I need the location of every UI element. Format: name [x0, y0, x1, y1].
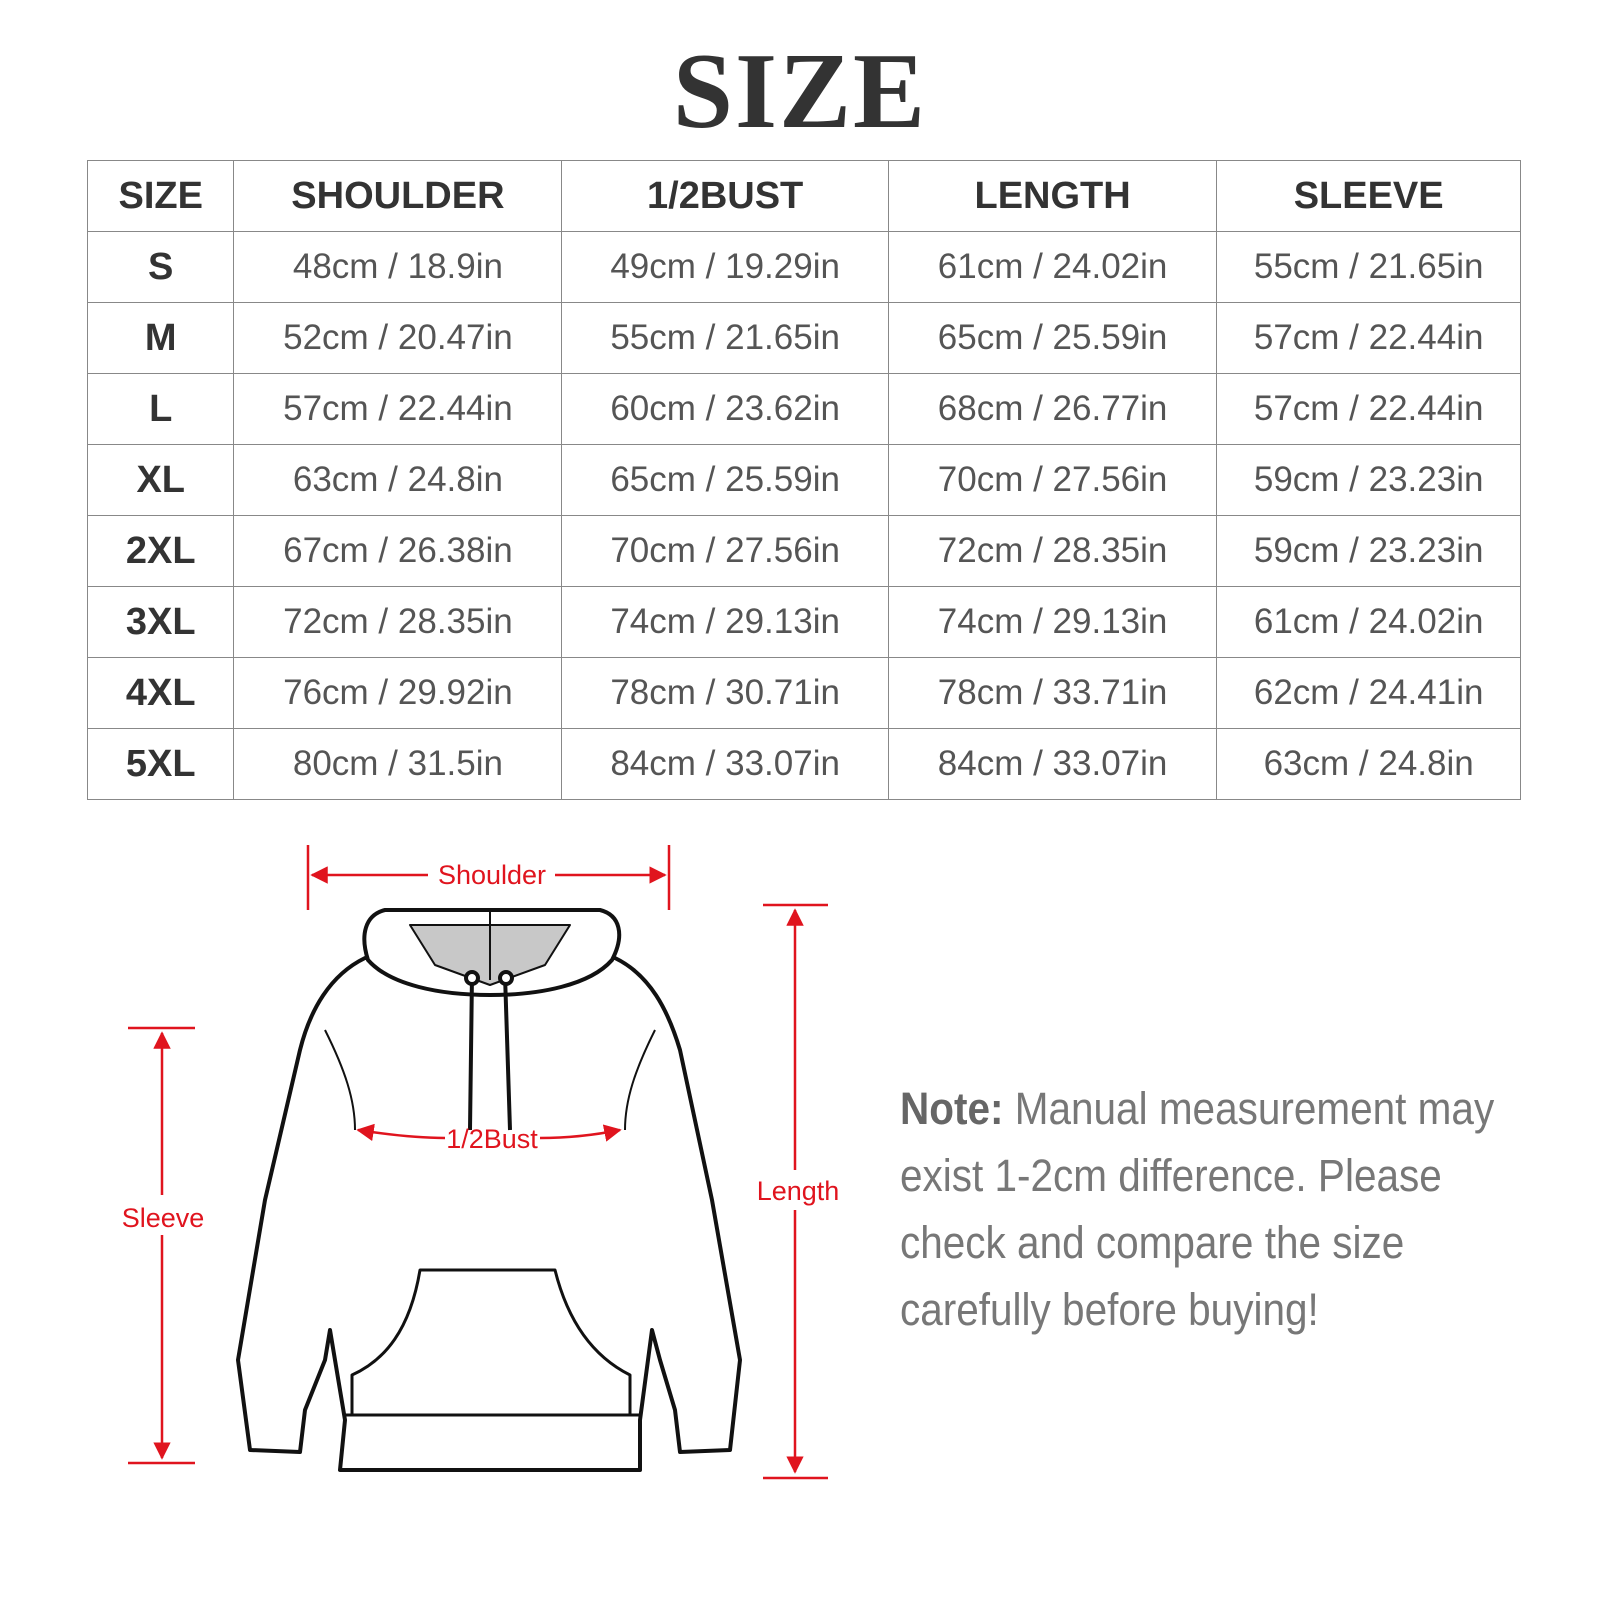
measurement-cell: 80cm / 31.5in [233, 728, 563, 800]
note-label: Note: [900, 1083, 1004, 1134]
measurement-note: Note: Manual measurement may exist 1-2cm… [900, 1075, 1521, 1343]
shoulder-label: Shoulder [438, 860, 546, 890]
measurement-cell: 61cm / 24.02in [1216, 586, 1521, 658]
measurement-cell: 76cm / 29.92in [233, 657, 563, 729]
measurement-cell: 84cm / 33.07in [887, 728, 1218, 800]
table-row: 4XL 76cm / 29.92in 78cm / 30.71in 78cm / 33… [86, 657, 1521, 729]
measurement-cell: 55cm / 21.65in [1216, 231, 1521, 303]
length-label: Length [757, 1176, 840, 1206]
size-cell: 2XL [86, 515, 235, 587]
measurement-cell: 49cm / 19.29in [561, 231, 889, 303]
measurement-cell: 48cm / 18.9in [233, 231, 563, 303]
measurement-cell: 59cm / 23.23in [1216, 515, 1521, 587]
measurement-cell: 74cm / 29.13in [561, 586, 889, 658]
table-row: L 57cm / 22.44in 60cm / 23.62in 68cm / 26.7… [86, 373, 1521, 445]
measurement-cell: 63cm / 24.8in [1216, 728, 1521, 800]
column-header: SIZE [86, 160, 235, 232]
table-header-row: SIZE SHOULDER 1/2BUST LENGTH SLEEVE [86, 160, 1521, 232]
measurement-cell: 70cm / 27.56in [561, 515, 889, 587]
note-text: Manual measurement may exist 1-2cm diffe… [900, 1083, 1495, 1335]
measurement-cell: 70cm / 27.56in [887, 444, 1218, 516]
measurement-cell: 57cm / 22.44in [233, 373, 563, 445]
measurement-cell: 78cm / 30.71in [561, 657, 889, 729]
column-header: SLEEVE [1216, 160, 1521, 232]
hoodie-diagram: Shoulder 1/2Bust Length Sleeve [122, 845, 840, 1480]
measurement-arrows [128, 845, 828, 1480]
column-header: 1/2BUST [561, 160, 889, 232]
table-row: 5XL 80cm / 31.5in 84cm / 33.07in 84cm / 33.… [86, 728, 1521, 800]
measurement-cell: 84cm / 33.07in [561, 728, 889, 800]
size-cell: L [86, 373, 235, 445]
measurement-cell: 72cm / 28.35in [887, 515, 1218, 587]
size-cell: S [86, 231, 235, 303]
table-row: S 48cm / 18.9in 49cm / 19.29in 61cm / 24.02… [86, 231, 1521, 303]
bust-label: 1/2Bust [446, 1124, 538, 1154]
size-cell: 4XL [86, 657, 235, 729]
measurement-cell: 72cm / 28.35in [233, 586, 563, 658]
measurement-cell: 65cm / 25.59in [887, 302, 1218, 374]
measurement-cell: 60cm / 23.62in [561, 373, 889, 445]
hoodie-icon [236, 908, 742, 1472]
table-row: M 52cm / 20.47in 55cm / 21.65in 65cm / 25.5… [86, 302, 1521, 374]
size-cell: M [86, 302, 235, 374]
column-header: SHOULDER [233, 160, 563, 232]
size-table: SIZE SHOULDER 1/2BUST LENGTH SLEEVE S 48cm / … [86, 160, 1521, 800]
table-row: 3XL 72cm / 28.35in 74cm / 29.13in 74cm / 29… [86, 586, 1521, 658]
size-cell: XL [86, 444, 235, 516]
page-title: SIZE [672, 32, 928, 151]
column-header: LENGTH [887, 160, 1218, 232]
measurement-cell: 52cm / 20.47in [233, 302, 563, 374]
measurement-cell: 59cm / 23.23in [1216, 444, 1521, 516]
table-row: XL 63cm / 24.8in 65cm / 25.59in 70cm / 27.5… [86, 444, 1521, 516]
measurement-cell: 74cm / 29.13in [887, 586, 1218, 658]
measurement-cell: 61cm / 24.02in [887, 231, 1218, 303]
measurement-cell: 68cm / 26.77in [887, 373, 1218, 445]
sleeve-label: Sleeve [122, 1203, 205, 1233]
size-cell: 3XL [86, 586, 235, 658]
table-row: 2XL 67cm / 26.38in 70cm / 27.56in 72cm / 28… [86, 515, 1521, 587]
measurement-cell: 57cm / 22.44in [1216, 302, 1521, 374]
measurement-cell: 78cm / 33.71in [887, 657, 1218, 729]
measurement-cell: 62cm / 24.41in [1216, 657, 1521, 729]
measurement-cell: 63cm / 24.8in [233, 444, 563, 516]
measurement-cell: 57cm / 22.44in [1216, 373, 1521, 445]
size-cell: 5XL [86, 728, 235, 800]
measurement-cell: 55cm / 21.65in [561, 302, 889, 374]
measurement-cell: 65cm / 25.59in [561, 444, 889, 516]
measurement-cell: 67cm / 26.38in [233, 515, 563, 587]
